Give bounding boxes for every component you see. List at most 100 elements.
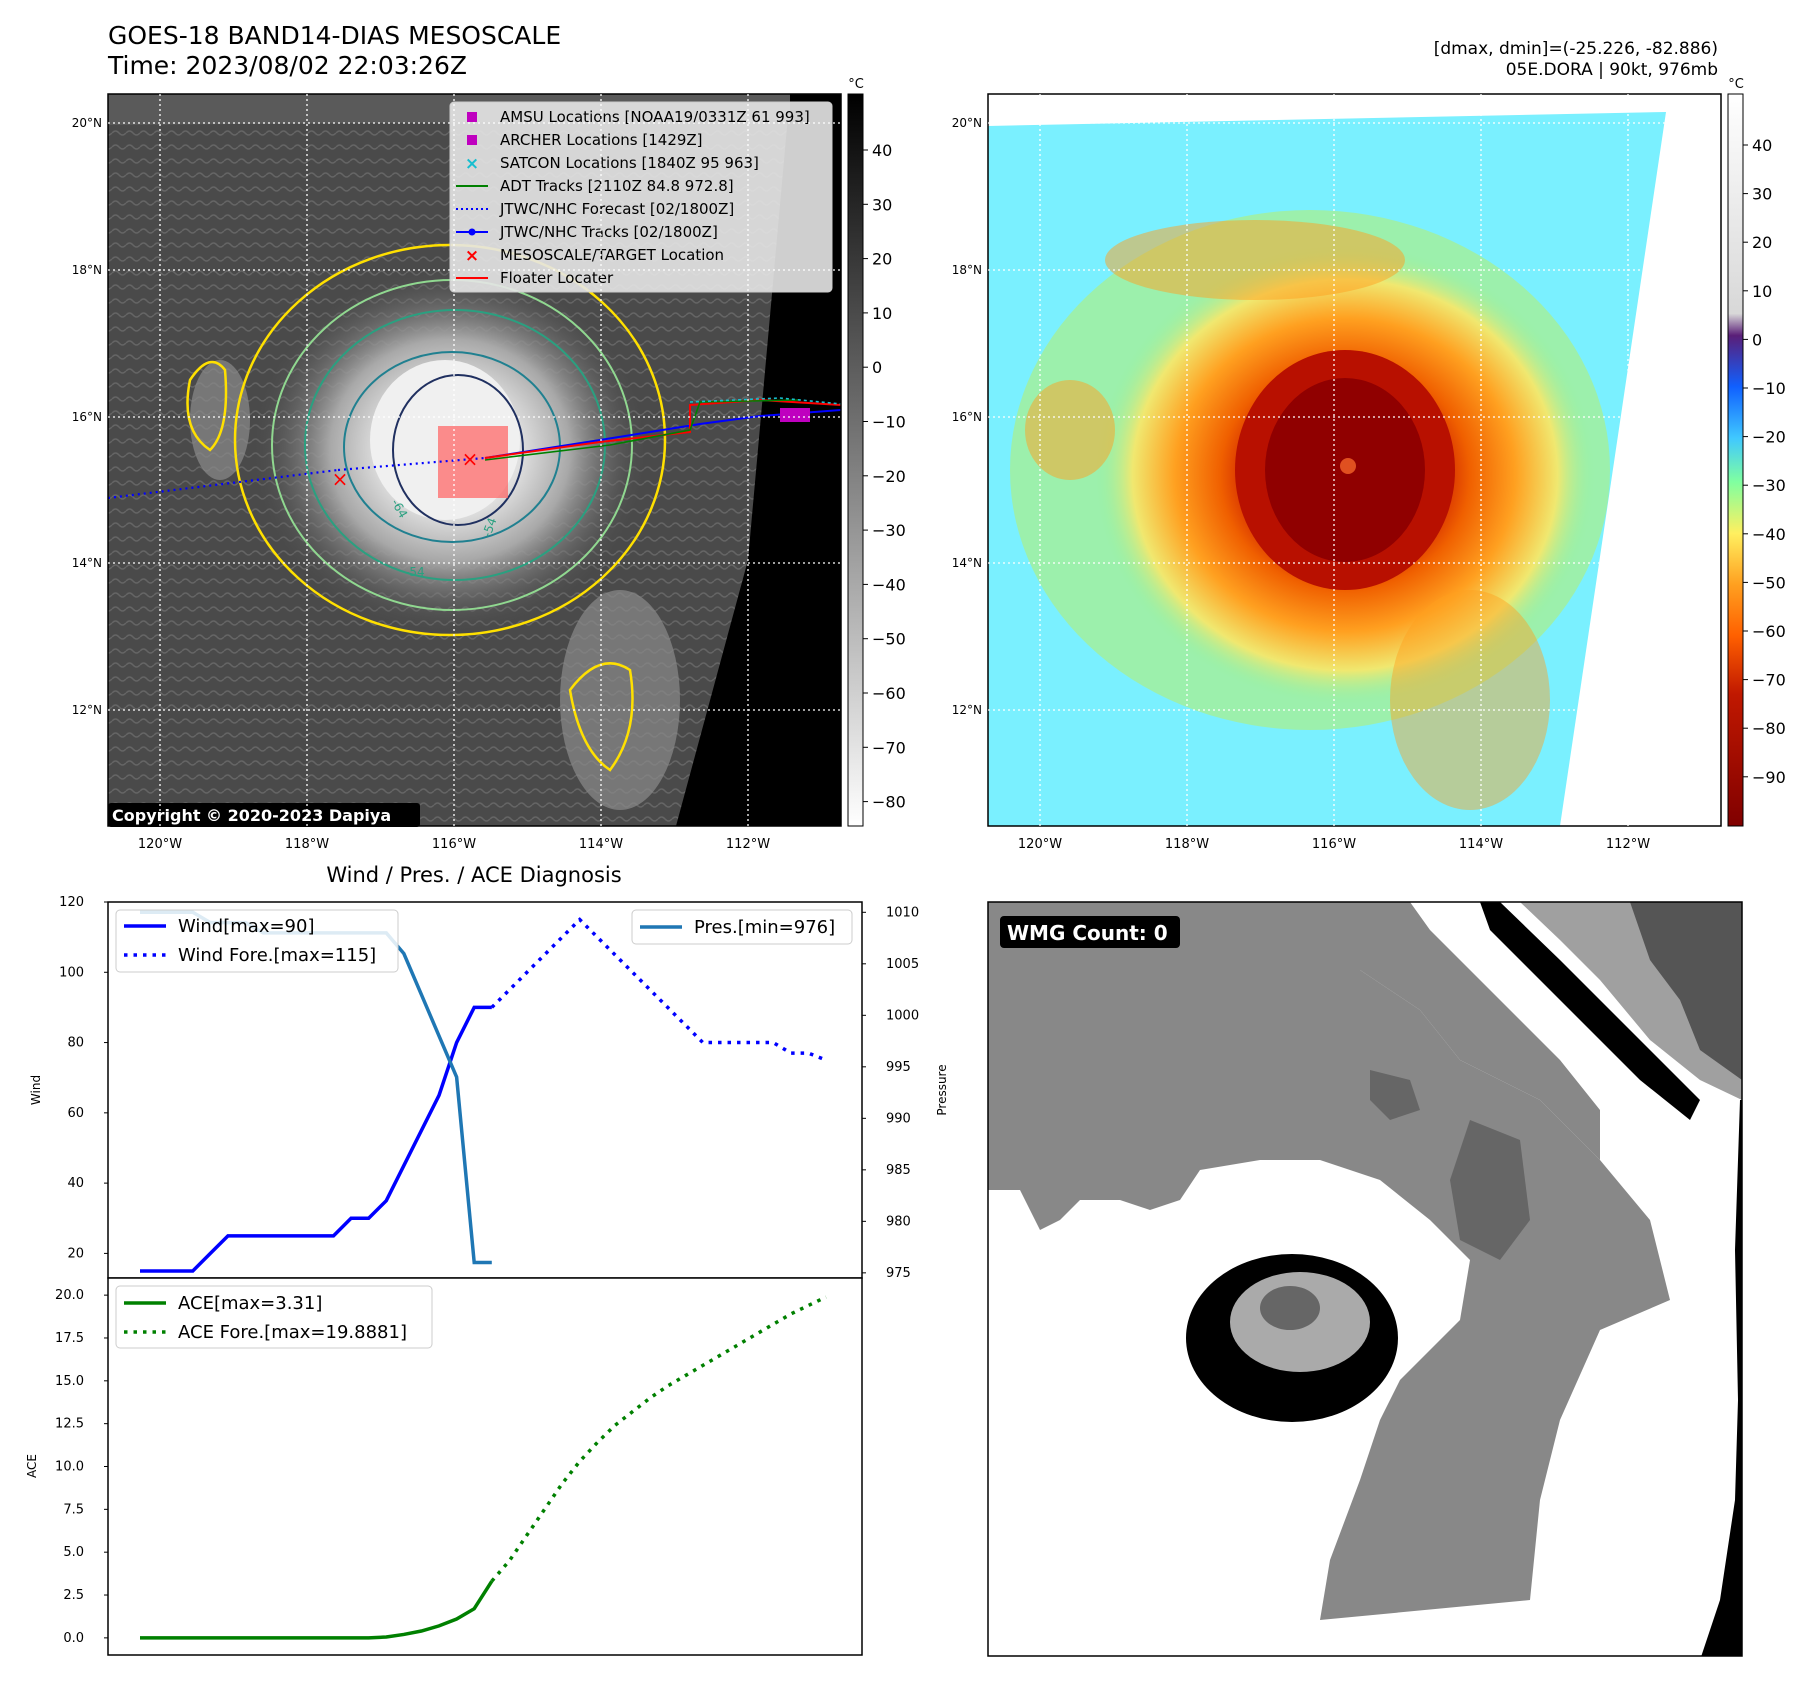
pressure-ytick-label: 1005	[886, 957, 919, 972]
legend-label: ADT Tracks [2110Z 84.8 972.8]	[500, 177, 734, 195]
legend-entry: JTWC/NHC Tracks [02/1800Z]	[456, 223, 718, 241]
colorbar-tick-label: −90	[1752, 768, 1786, 787]
contour-label: -54	[480, 516, 500, 539]
svg-text:×: ×	[332, 467, 349, 491]
ace-ytick-label: 0.0	[63, 1631, 84, 1646]
storm-info: 05E.DORA | 90kt, 976mb	[1506, 60, 1718, 80]
dmax-dmin-readout: [dmax, dmin]=(-25.226, -82.886)	[1434, 39, 1718, 59]
pressure-ytick-label: 975	[886, 1266, 911, 1281]
wind-pressure-chart: 20 40 60 80 100 120 975 980 985 990 995 1000 1005 101…	[59, 895, 919, 1281]
lat-tick-label: 14°N	[952, 556, 982, 570]
figure-title: GOES-18 BAND14-DIAS MESOSCALE	[108, 21, 561, 50]
legend-entry: × SATCON Locations [1840Z 95 963]	[465, 154, 759, 174]
ace-ytick-label: 10.0	[55, 1460, 84, 1475]
colorbar-tick-label: 0	[1752, 330, 1762, 349]
legend-x-marker: ×	[465, 246, 479, 266]
colorbar-tick-label: 40	[1752, 136, 1772, 155]
lon-tick-label: 114°W	[579, 837, 623, 852]
wmg-count-box	[1000, 916, 1180, 948]
wind-ytick-label: 80	[67, 1036, 84, 1051]
colorbar-tick-label: 10	[872, 304, 892, 323]
legend-square-marker	[467, 112, 477, 122]
wind-ytick-label: 20	[67, 1246, 84, 1261]
colorbar-tick-label: −50	[1752, 573, 1786, 592]
colorbar-tick-label: −40	[1752, 525, 1786, 544]
ace-legend-label: ACE Fore.[max=19.8881]	[178, 1322, 407, 1343]
pressure-legend-box	[631, 909, 853, 945]
legend-label: JTWC/NHC Tracks [02/1800Z]	[499, 223, 718, 241]
left-colorbar-ticks: 40 30 20 10 0 −10 −20 −30 −40 −50 −60 −70 −80	[863, 141, 906, 812]
wind-legend-box	[115, 909, 399, 973]
lon-tick-label: 118°W	[285, 837, 329, 852]
lat-tick-label: 20°N	[72, 116, 102, 130]
colorbar-tick-label: 20	[1752, 233, 1772, 252]
lat-tick-label: 18°N	[72, 263, 102, 277]
legend-label: JTWC/NHC Forecast [02/1800Z]	[499, 200, 734, 218]
left-colorbar	[847, 93, 864, 827]
wind-ytick-label: 40	[67, 1176, 84, 1191]
ace-ytick-label: 15.0	[55, 1374, 84, 1389]
series-line	[140, 1005, 492, 1273]
colorbar-tick-label: −10	[1752, 379, 1786, 398]
wmg-frame	[987, 901, 1743, 1657]
colorbar-tick-label: 40	[872, 141, 892, 160]
right-colorbar	[1727, 93, 1744, 827]
colorbar-tick-label: −70	[1752, 671, 1786, 690]
colorbar-tick-label: −80	[1752, 719, 1786, 738]
right-ir-image	[988, 94, 1721, 826]
diagnosis-title: Wind / Pres. / ACE Diagnosis	[326, 863, 621, 887]
lat-tick-label: 12°N	[952, 703, 982, 717]
right-colorbar-unit: °C	[1728, 77, 1744, 92]
legend-label: MESOSCALE/TARGET Location	[500, 246, 724, 264]
ace-legend-box	[115, 1285, 433, 1349]
legend-label: Floater Locater	[500, 269, 614, 287]
wind-ytick-label: 120	[59, 895, 84, 910]
colorbar-tick-label: −60	[872, 684, 906, 703]
contour-label: -54	[405, 565, 425, 579]
colorbar-tick-label: −50	[872, 630, 906, 649]
colorbar-tick-label: −40	[872, 575, 906, 594]
ace-ytick-label: 12.5	[55, 1417, 84, 1432]
wmg-image	[988, 902, 1742, 1656]
pressure-axis-label: Pressure	[935, 1064, 949, 1115]
legend-entry: × MESOSCALE/TARGET Location	[465, 246, 724, 266]
lat-tick-label: 18°N	[952, 263, 982, 277]
lon-tick-label: 114°W	[1459, 837, 1503, 852]
lon-tick-label: 120°W	[138, 837, 182, 852]
copyright-text: Copyright © 2020-2023 Dapiya	[112, 806, 391, 825]
pressure-legend-label: Pres.[min=976]	[694, 917, 835, 938]
pressure-ytick-label: 1010	[886, 905, 919, 920]
ace-ytick-label: 7.5	[63, 1502, 84, 1517]
lon-tick-label: 112°W	[726, 837, 770, 852]
colorbar-tick-label: 30	[872, 195, 892, 214]
lon-tick-label: 118°W	[1165, 837, 1209, 852]
colorbar-tick-label: −60	[1752, 622, 1786, 641]
colorbar-tick-label: 20	[872, 250, 892, 269]
legend-dot-marker	[468, 228, 476, 236]
legend-entry: ADT Tracks [2110Z 84.8 972.8]	[456, 177, 734, 195]
wind-ytick-label: 100	[59, 965, 84, 980]
left-map-legend: AMSU Locations [NOAA19/0331Z 61 993] ARCH…	[449, 101, 833, 293]
colorbar-tick-label: −30	[872, 521, 906, 540]
wind-legend-label: Wind[max=90]	[178, 916, 315, 937]
svg-text:×: ×	[462, 447, 479, 471]
ace-ytick-label: 17.5	[55, 1331, 84, 1346]
colorbar-tick-label: −30	[1752, 476, 1786, 495]
right-map-frame	[987, 93, 1722, 827]
colorbar-tick-label: 0	[872, 358, 882, 377]
ace-legend-label: ACE[max=3.31]	[178, 1293, 322, 1314]
ace-series-line	[140, 1580, 494, 1640]
colorbar-tick-label: 10	[1752, 282, 1772, 301]
left-map-frame	[107, 93, 842, 827]
lon-tick-label: 116°W	[432, 837, 476, 852]
wind-ytick-label: 60	[67, 1106, 84, 1121]
lat-tick-label: 14°N	[72, 556, 102, 570]
pressure-ytick-label: 985	[886, 1163, 911, 1178]
legend-entry: Floater Locater	[456, 269, 614, 287]
ace-axis-label: ACE	[25, 1454, 39, 1478]
ace-ytick-label: 5.0	[63, 1545, 84, 1560]
legend-entry: JTWC/NHC Forecast [02/1800Z]	[456, 200, 734, 218]
wind-legend-label: Wind Fore.[max=115]	[178, 945, 376, 966]
legend-label: AMSU Locations [NOAA19/0331Z 61 993]	[500, 108, 810, 126]
